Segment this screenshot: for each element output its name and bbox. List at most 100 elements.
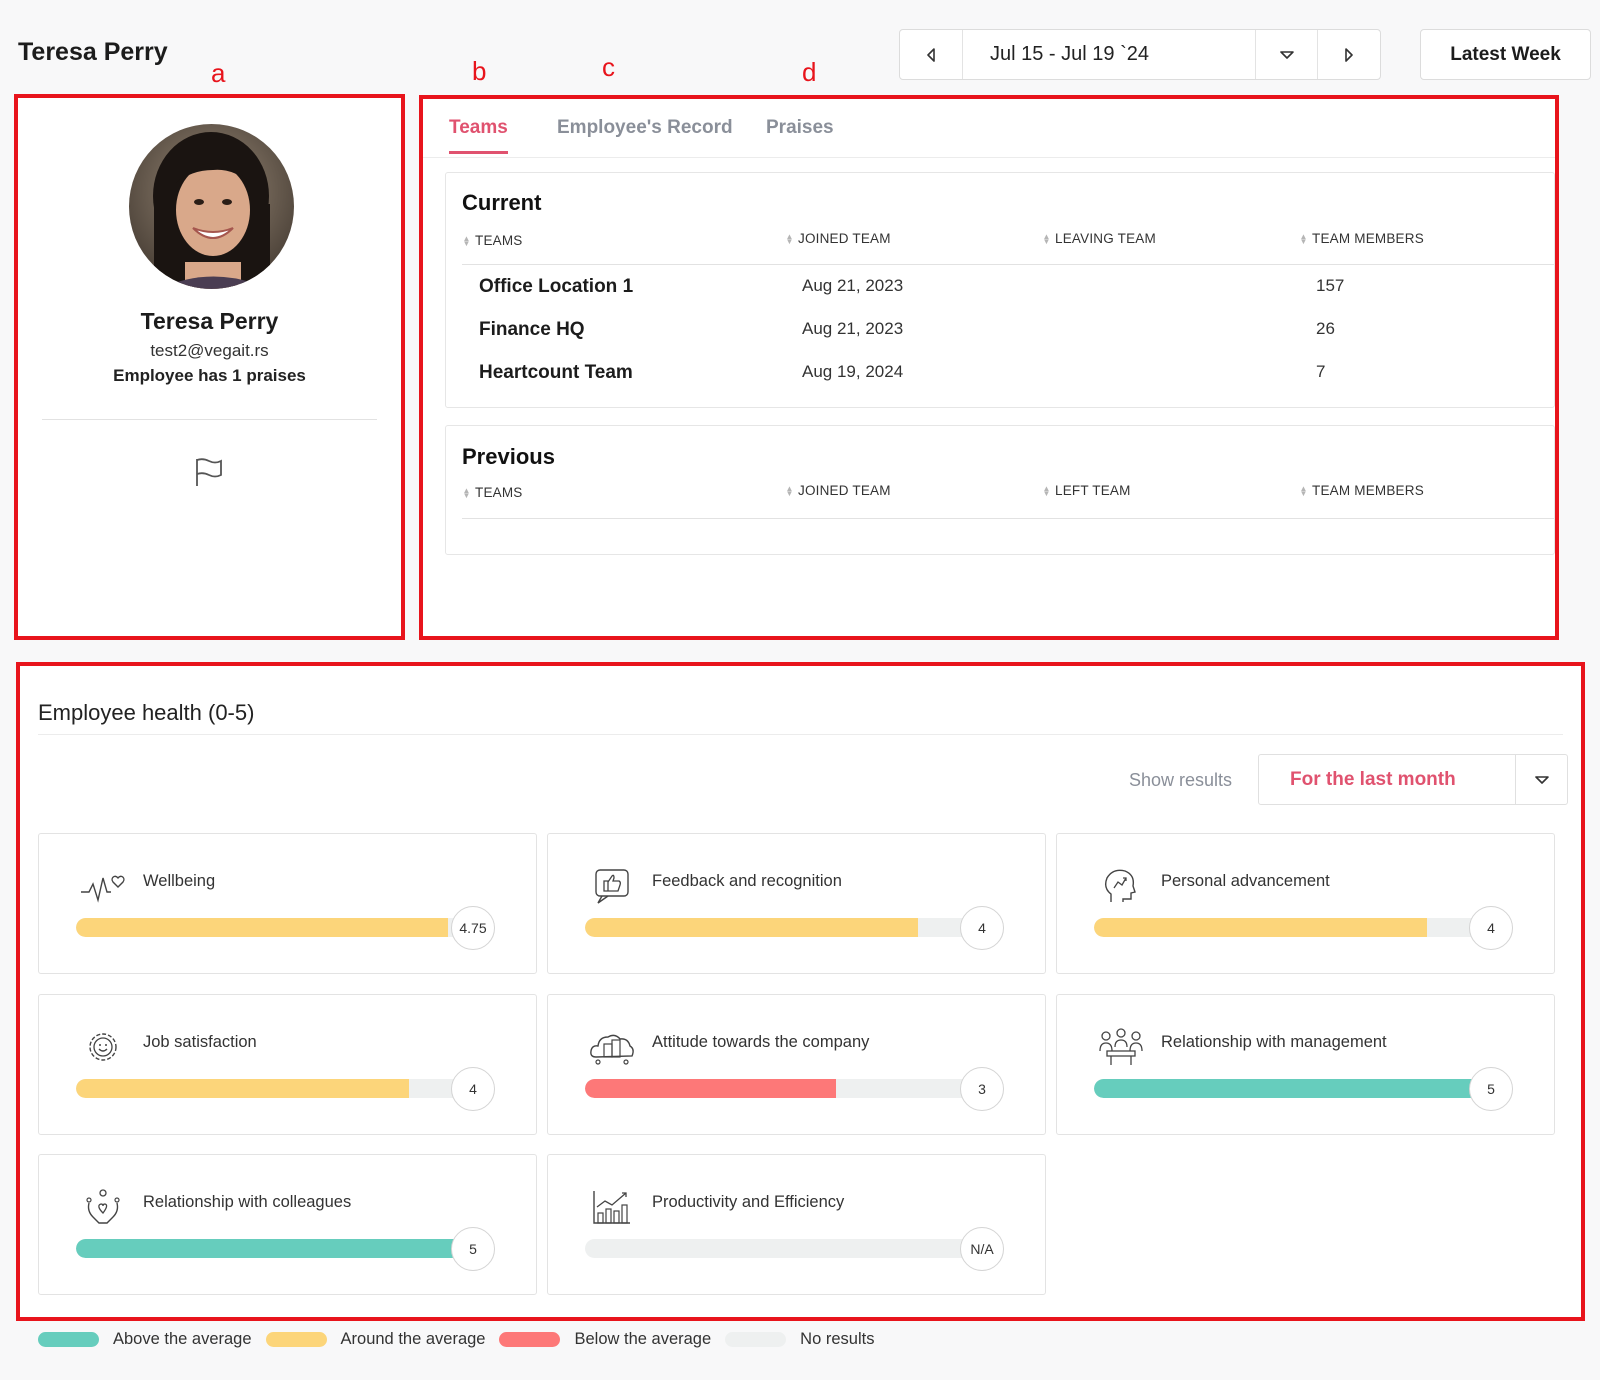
- week-range[interactable]: Jul 15 - Jul 19 `24: [962, 30, 1256, 79]
- column-header-joined[interactable]: ▲ ▼ JOINED TEAM: [785, 231, 891, 246]
- health-title: Employee health (0-5): [38, 700, 255, 725]
- chart-growth-icon: [593, 1191, 630, 1224]
- active-tab-indicator: [449, 151, 508, 154]
- metric-card-management: Relationship with management 5: [1056, 994, 1555, 1135]
- column-header-members[interactable]: ▲ ▼ TEAM MEMBERS: [1299, 483, 1424, 498]
- sort-icon: ▲ ▼: [1299, 231, 1308, 246]
- metric-score: N/A: [960, 1227, 1004, 1271]
- sort-icon: ▲ ▼: [462, 233, 471, 248]
- metric-label: Relationship with management: [1161, 1033, 1387, 1051]
- legend-swatch: [265, 1332, 327, 1347]
- column-header-leaving[interactable]: ▲ ▼ LEAVING TEAM: [1042, 231, 1156, 246]
- chevron-right-icon: [1345, 47, 1353, 62]
- annotation-c: c: [602, 52, 615, 82]
- week-dropdown-button[interactable]: [1256, 30, 1318, 79]
- legend-label: Above the average: [113, 1330, 252, 1348]
- column-header-teams[interactable]: ▲ ▼ TEAMS: [462, 485, 523, 500]
- legend-item-below: Below the average: [499, 1330, 711, 1349]
- metric-score: 5: [451, 1227, 495, 1271]
- tab-teams[interactable]: Teams: [449, 117, 508, 138]
- metric-card-productivity: Productivity and Efficiency N/A: [547, 1154, 1046, 1295]
- metric-bar-fill: [585, 918, 919, 937]
- metric-label: Feedback and recognition: [652, 872, 842, 890]
- table-row-members: 7: [1316, 362, 1326, 381]
- legend-label: Below the average: [574, 1330, 712, 1348]
- metric-score: 4: [451, 1067, 495, 1111]
- table-row-joined: Aug 21, 2023: [802, 276, 904, 295]
- metric-label: Wellbeing: [143, 872, 216, 890]
- metric-bar-fill: [76, 1239, 468, 1258]
- period-dropdown-arrow: [1515, 755, 1567, 804]
- metric-label: Personal advancement: [1161, 872, 1330, 890]
- metric-score: 3: [960, 1067, 1004, 1111]
- metric-bar: [76, 918, 468, 937]
- metric-card-wellbeing: Wellbeing 4.75: [38, 833, 537, 974]
- tab-praises[interactable]: Praises: [766, 117, 834, 138]
- period-select[interactable]: For the last month: [1258, 754, 1568, 805]
- header-divider: [462, 264, 1554, 265]
- annotation-d: d: [802, 57, 817, 87]
- previous-teams-section: Previous ▲ ▼ TEAMS ▲ ▼ JOINED TEAM ▲ ▼ LEFT TE…: [445, 425, 1555, 555]
- thumbs-up-icon: [595, 869, 629, 904]
- avatar: [129, 124, 294, 289]
- previous-week-button[interactable]: [900, 30, 962, 79]
- tabs-divider: [423, 157, 1555, 158]
- tab-employees-record[interactable]: Employee's Record: [557, 117, 733, 138]
- legend-swatch: [499, 1332, 561, 1347]
- hands-heart-icon: [86, 1189, 120, 1224]
- period-value: For the last month: [1290, 768, 1456, 790]
- page-title: Teresa Perry: [18, 38, 168, 66]
- metric-card-feedback: Feedback and recognition 4: [547, 833, 1046, 974]
- table-row-joined: Aug 21, 2023: [802, 319, 904, 338]
- column-header-members[interactable]: ▲ ▼ TEAM MEMBERS: [1299, 231, 1424, 246]
- profile-card: Teresa Perry test2@vegait.rs Employee ha…: [14, 94, 405, 640]
- chevron-down-icon: [1534, 775, 1549, 784]
- legend-item-no-results: No results: [725, 1330, 874, 1349]
- table-row-team: Finance HQ: [479, 319, 585, 340]
- sort-icon: ▲ ▼: [785, 483, 794, 498]
- health-divider: [38, 734, 1563, 735]
- sort-icon: ▲ ▼: [1299, 483, 1308, 498]
- legend-item-above: Above the average: [38, 1330, 252, 1349]
- header-divider: [462, 518, 1554, 519]
- profile-name: Teresa Perry: [140, 308, 279, 334]
- week-navigator: Jul 15 - Jul 19 `24: [899, 29, 1381, 80]
- metric-card-colleagues: Relationship with colleagues 5: [38, 1154, 537, 1295]
- heartbeat-icon: [81, 875, 125, 903]
- show-results-label: Show results: [1129, 770, 1233, 790]
- metric-bar-fill: [76, 1079, 410, 1098]
- flag-icon: [196, 458, 222, 486]
- column-header-joined[interactable]: ▲ ▼ JOINED TEAM: [785, 483, 891, 498]
- column-header-left[interactable]: ▲ ▼ LEFT TEAM: [1042, 483, 1131, 498]
- current-teams-section: Current ▲ ▼ TEAMS ▲ ▼ JOINED TEAM ▲ ▼ LEAVING …: [445, 172, 1555, 408]
- metric-label: Attitude towards the company: [652, 1033, 870, 1051]
- smile-gear-icon: [89, 1033, 117, 1061]
- legend-swatch: [725, 1332, 787, 1347]
- metric-bar: [1094, 1079, 1486, 1098]
- metric-bar: [76, 1079, 468, 1098]
- annotation-a: a: [211, 58, 226, 88]
- metric-bar: [1094, 918, 1486, 937]
- table-row-joined: Aug 19, 2024: [802, 362, 904, 381]
- chevron-left-icon: [927, 47, 935, 62]
- chevron-down-icon: [1279, 50, 1294, 59]
- metric-bar: [585, 1079, 977, 1098]
- column-header-teams[interactable]: ▲ ▼ TEAMS: [462, 233, 523, 248]
- next-week-button[interactable]: [1318, 30, 1380, 79]
- metric-label: Productivity and Efficiency: [652, 1193, 845, 1211]
- legend: Above the average Around the average Bel…: [38, 1330, 888, 1349]
- sort-icon: ▲ ▼: [462, 485, 471, 500]
- metric-card-personal-advancement: Personal advancement 4: [1056, 833, 1555, 974]
- team-meeting-icon: [1099, 1028, 1143, 1065]
- current-title: Current: [462, 190, 542, 215]
- table-row-team: Heartcount Team: [479, 362, 633, 383]
- metric-bar: [585, 918, 977, 937]
- metric-score: 4: [1469, 906, 1513, 950]
- sort-icon: ▲ ▼: [1042, 483, 1051, 498]
- annotation-b: b: [472, 56, 487, 86]
- table-row-members: 26: [1316, 319, 1335, 338]
- profile-praises: Employee has 1 praises: [113, 366, 306, 385]
- latest-week-button[interactable]: Latest Week: [1420, 29, 1591, 80]
- metric-card-attitude: Attitude towards the company 3: [547, 994, 1046, 1135]
- flag-button[interactable]: [194, 456, 224, 493]
